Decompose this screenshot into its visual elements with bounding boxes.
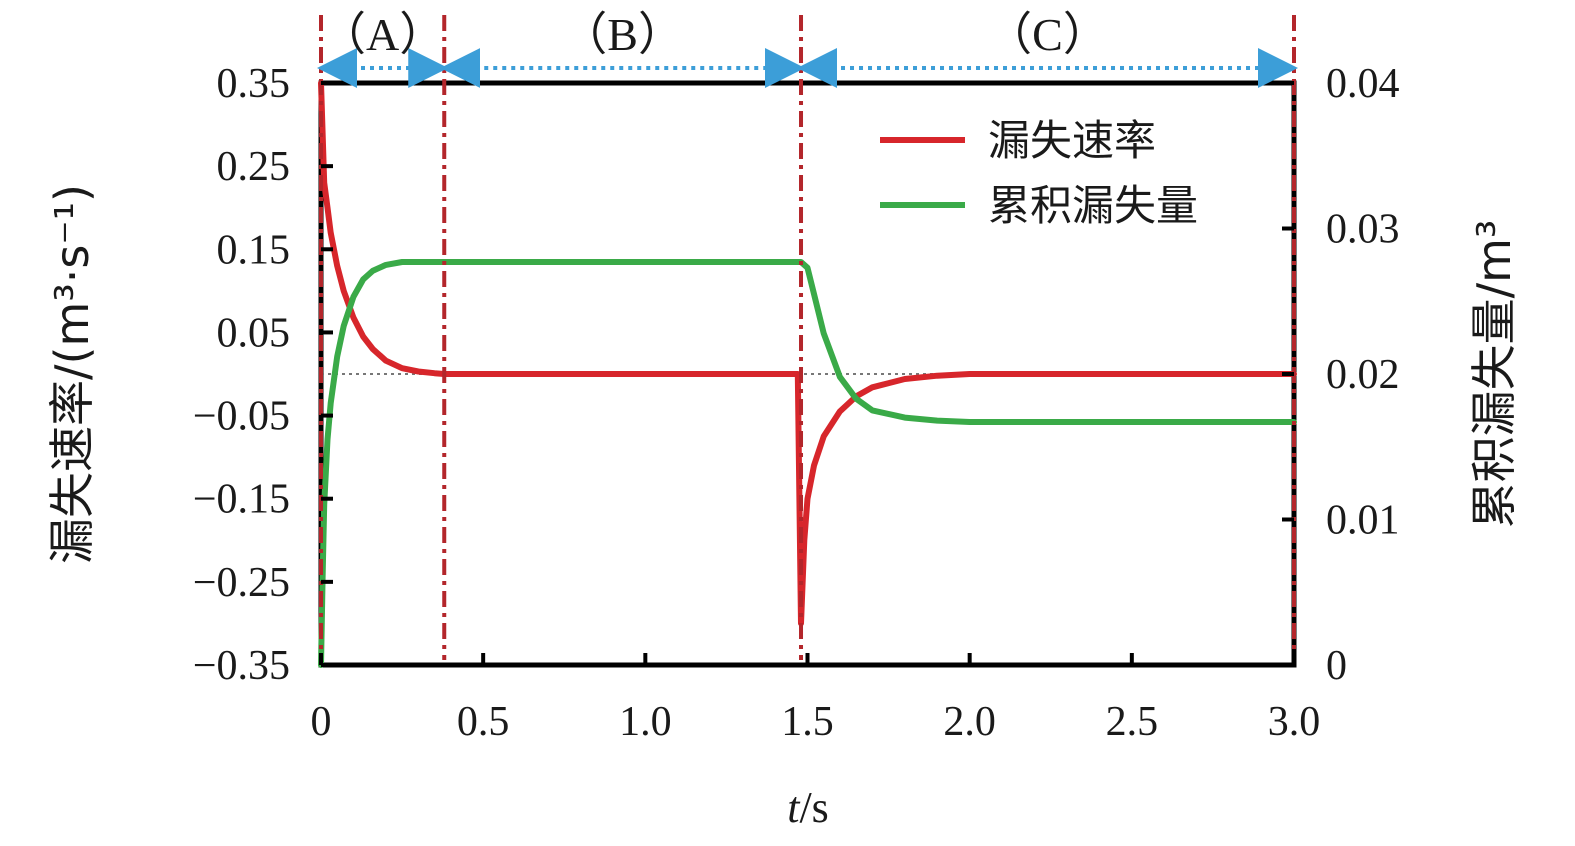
- series-line-cumulative: [318, 259, 1297, 668]
- x-axis-label-unit: /s: [799, 783, 828, 832]
- region-boundaries: [319, 15, 1296, 660]
- right-axis-label: 累积漏失量/m³: [1467, 220, 1521, 529]
- series-group: [318, 80, 1297, 668]
- region-label: （A）: [320, 9, 445, 60]
- right-tick-label: 0: [1326, 643, 1347, 689]
- x-tick-label: 1.5: [781, 699, 834, 745]
- x-tick-label: 0: [311, 699, 332, 745]
- x-tick-label: 0.5: [457, 699, 510, 745]
- legend: 漏失速率 累积漏失量: [880, 116, 1198, 230]
- region-label: （B）: [561, 9, 684, 60]
- region-label: （C）: [986, 9, 1109, 60]
- right-tick-label: 0.01: [1326, 498, 1400, 544]
- left-tick-label: 0.15: [217, 227, 291, 273]
- series-line-rate: [318, 80, 1297, 627]
- x-tick-label: 3.0: [1268, 699, 1321, 745]
- legend-label-rate: 漏失速率: [988, 116, 1156, 165]
- left-tick-label: −0.35: [193, 643, 290, 689]
- left-tick-label: 0.05: [217, 310, 291, 356]
- left-tick-label: −0.25: [193, 560, 290, 606]
- legend-label-cumulative: 累积漏失量: [988, 181, 1198, 230]
- x-axis-ticks: 0 0.5 1.0 1.5 2.0 2.5 3.0: [311, 653, 1321, 745]
- x-axis-label: t/s: [787, 783, 829, 832]
- x-tick-label: 2.5: [1106, 699, 1159, 745]
- left-tick-label: 0.35: [217, 61, 291, 107]
- left-tick-label: 0.25: [217, 144, 291, 190]
- x-tick-label: 1.0: [619, 699, 672, 745]
- region-labels: （A） （B） （C）: [320, 9, 1109, 60]
- right-axis-ticks: 0.04 0.03 0.02 0.01 0: [1282, 61, 1400, 689]
- left-tick-label: −0.15: [193, 477, 290, 523]
- x-axis-label-var: t: [787, 783, 801, 832]
- left-axis-ticks: 0.35 0.25 0.15 0.05 −0.05 −0.15 −0.25 −0.35: [193, 61, 333, 689]
- left-axis-label: 漏失速率/(m³·s⁻¹): [45, 184, 99, 564]
- right-tick-label: 0.03: [1326, 207, 1400, 253]
- right-tick-label: 0.04: [1326, 61, 1400, 107]
- right-tick-label: 0.02: [1326, 352, 1400, 398]
- x-tick-label: 2.0: [943, 699, 996, 745]
- left-tick-label: −0.05: [193, 394, 290, 440]
